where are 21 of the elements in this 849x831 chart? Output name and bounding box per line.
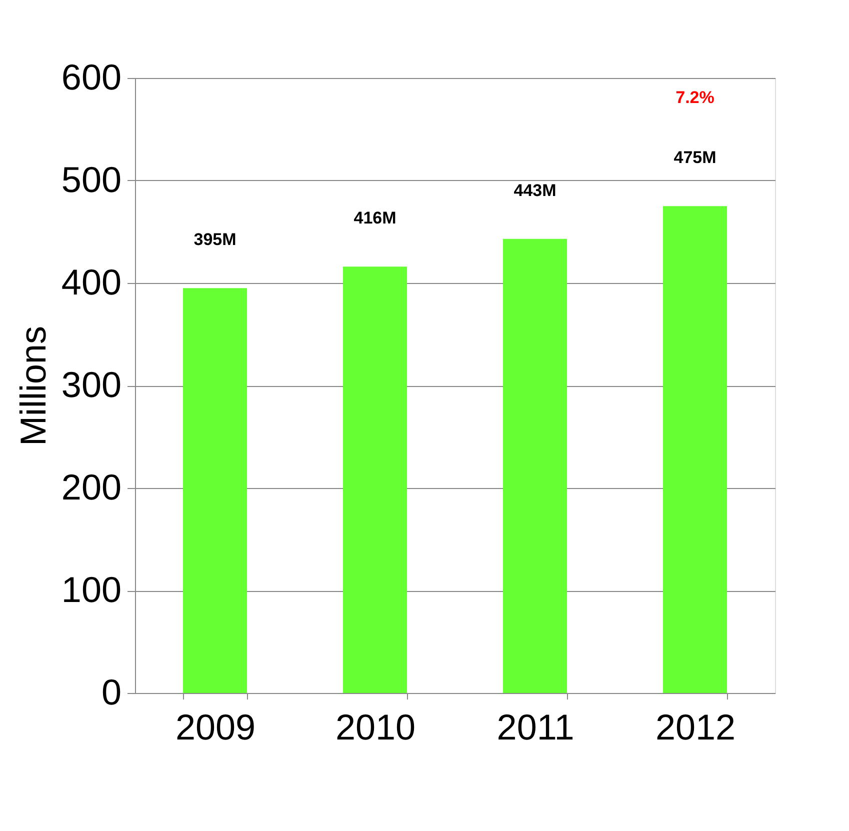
bar xyxy=(183,288,247,693)
y-axis-title: Millions xyxy=(12,326,54,446)
data-label: 475M xyxy=(674,148,716,168)
data-label: 416M xyxy=(354,208,396,228)
y-tick-label: 200 xyxy=(61,466,122,508)
bar xyxy=(503,238,567,693)
y-tick-label: 400 xyxy=(61,262,122,302)
x-tick-label: 2009 xyxy=(175,706,256,748)
y-tick-label: 600 xyxy=(61,56,122,98)
y-tick-label: 100 xyxy=(61,569,122,610)
y-tick-label: 0 xyxy=(101,672,122,712)
x-tick-label: 2011 xyxy=(496,706,574,748)
y-tick-label: 300 xyxy=(61,364,122,405)
data-label: 395M xyxy=(194,230,236,250)
bar xyxy=(663,206,727,693)
y-tick-label: 500 xyxy=(61,159,122,200)
x-tick-label: 2012 xyxy=(655,706,736,748)
x-tick-label: 2010 xyxy=(335,706,416,748)
data-label: 443M xyxy=(514,180,556,200)
annotation: 7.2% xyxy=(676,88,714,107)
bar xyxy=(343,266,407,693)
